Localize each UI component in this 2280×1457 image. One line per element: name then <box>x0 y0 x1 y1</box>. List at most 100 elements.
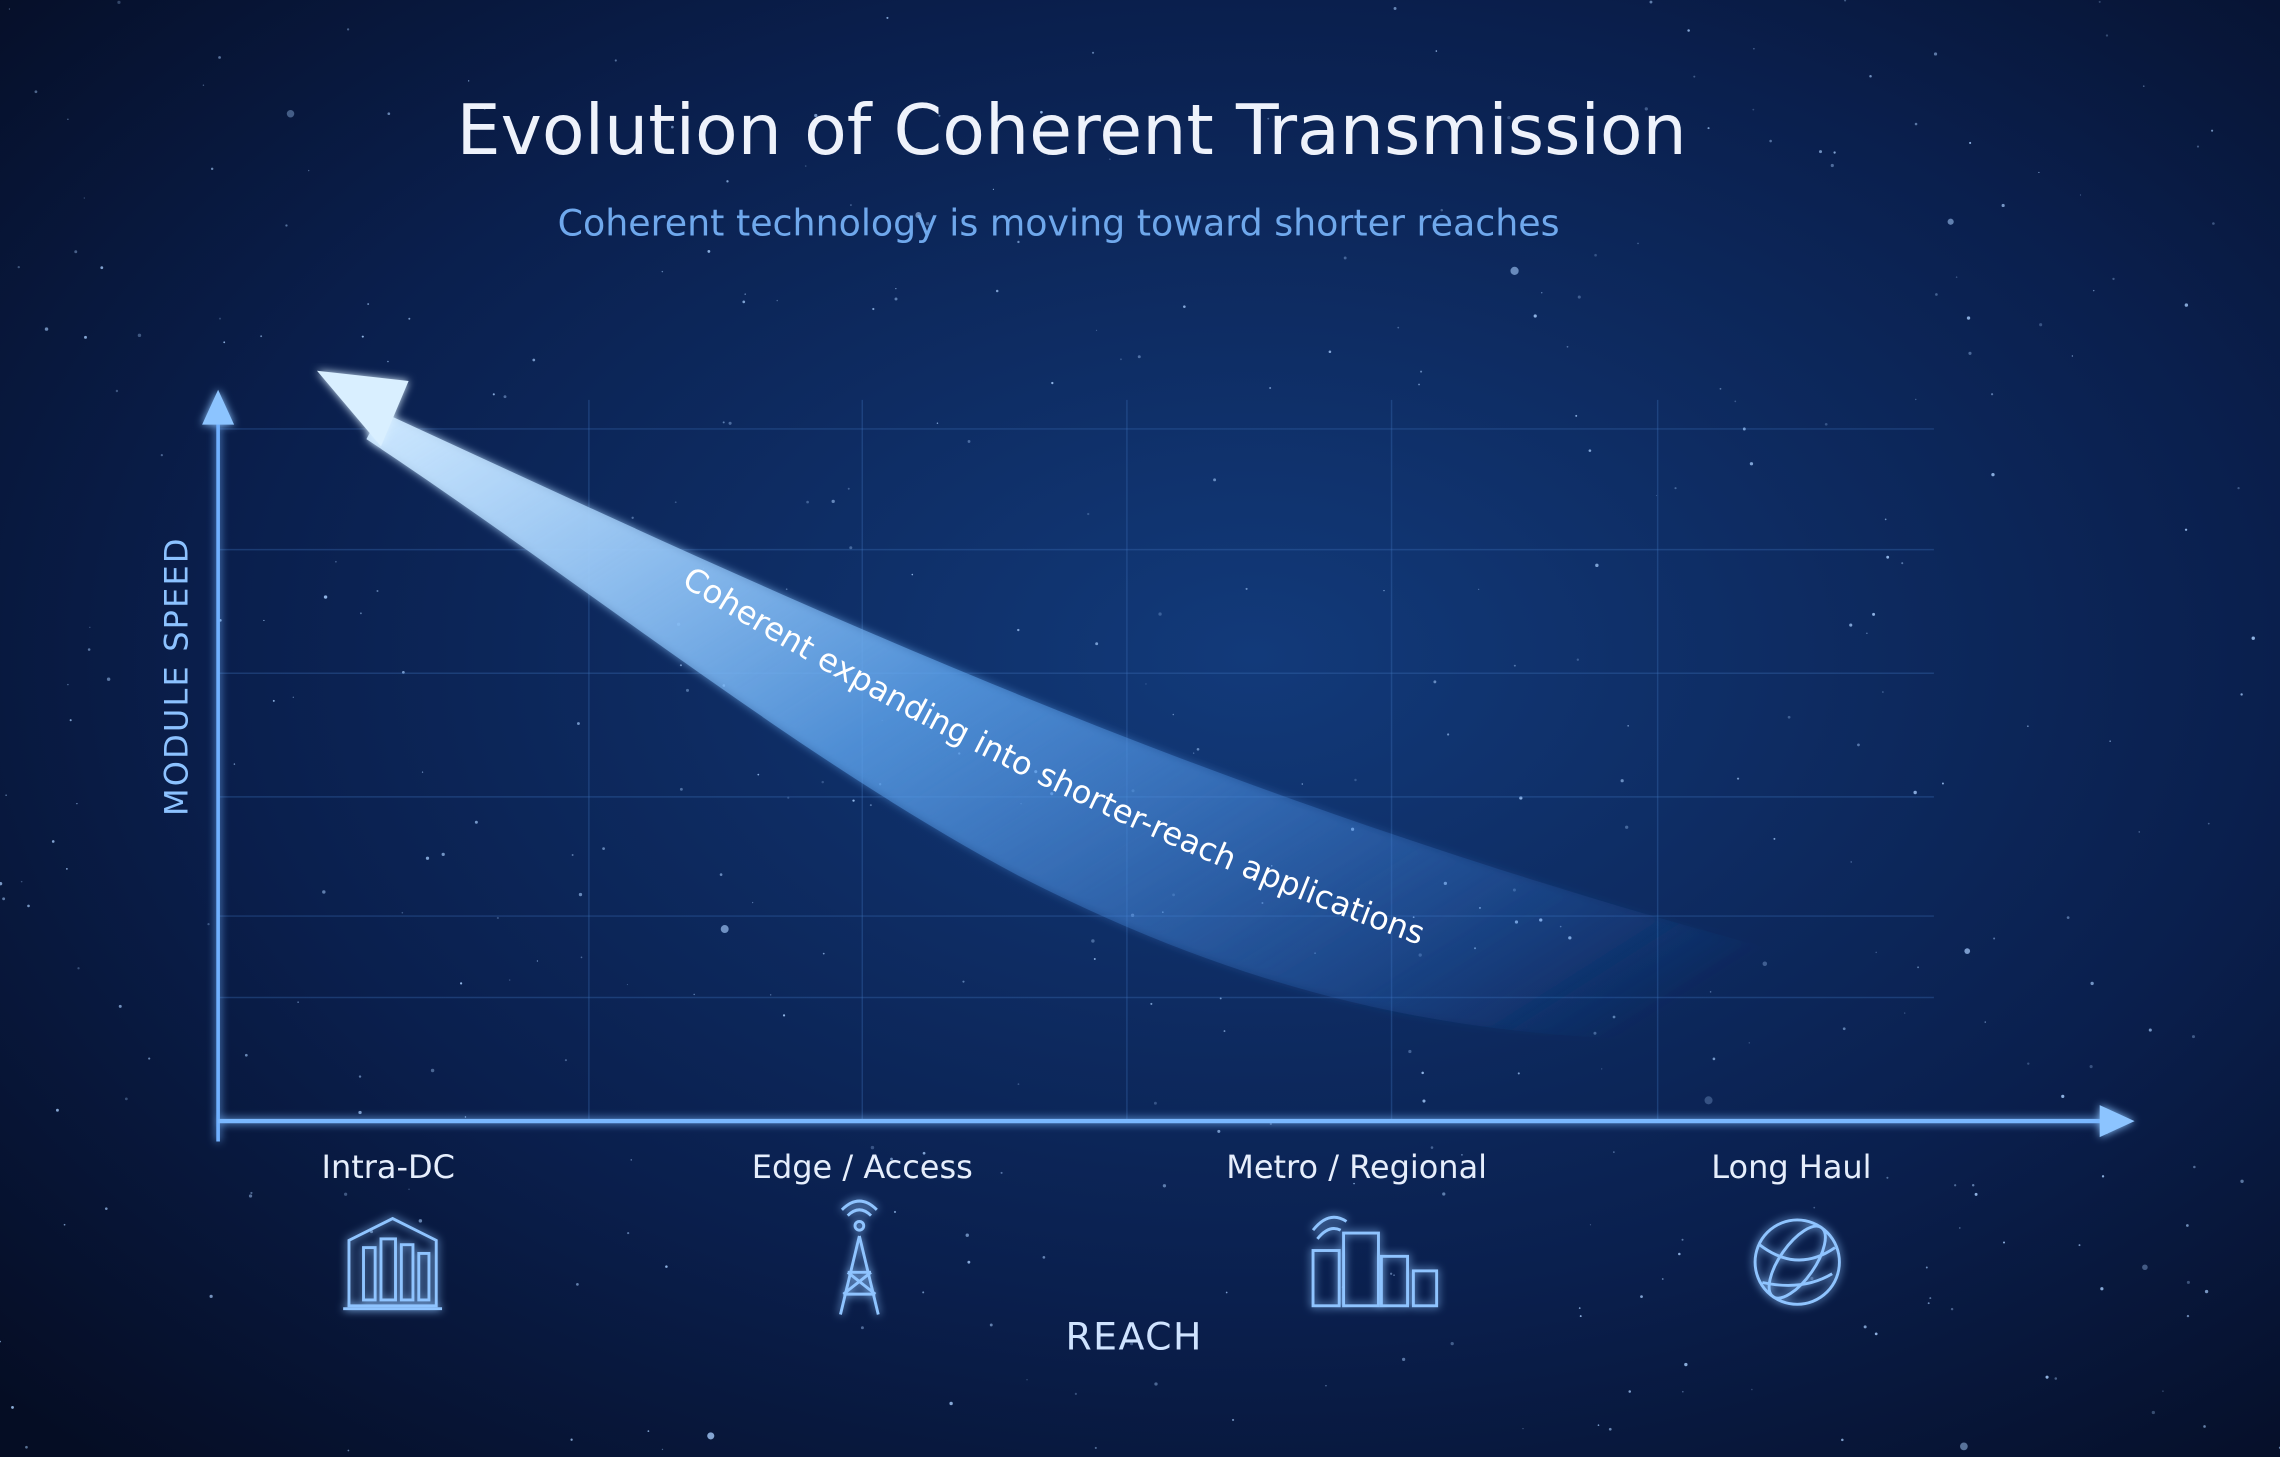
star <box>893 1210 897 1214</box>
star <box>2186 1280 2190 1284</box>
star <box>1966 316 1971 320</box>
star <box>751 901 754 904</box>
star <box>1594 253 1597 257</box>
star <box>1507 115 1511 120</box>
star <box>484 108 486 110</box>
star <box>44 327 49 331</box>
star <box>769 994 772 996</box>
star <box>1440 208 1443 212</box>
star <box>1442 1192 1446 1196</box>
star <box>1644 107 1648 111</box>
star <box>1901 562 1904 565</box>
star <box>1129 1342 1134 1346</box>
star <box>679 664 682 667</box>
star <box>430 1068 435 1073</box>
star <box>1196 747 1200 751</box>
star <box>614 59 617 62</box>
star <box>244 1053 248 1057</box>
star <box>969 116 974 120</box>
star <box>2092 289 2095 292</box>
star <box>1094 1446 1097 1450</box>
star <box>1787 715 1791 719</box>
star <box>1267 117 1270 120</box>
star <box>1625 825 1629 829</box>
star <box>1748 1042 1750 1044</box>
star <box>726 180 729 183</box>
star <box>117 0 121 4</box>
star <box>323 595 328 599</box>
star <box>742 300 746 304</box>
star <box>571 854 574 856</box>
star <box>218 56 221 59</box>
star <box>1517 1072 1520 1075</box>
star <box>286 109 295 118</box>
star <box>962 980 965 983</box>
star <box>1947 218 1954 225</box>
star <box>647 1430 650 1432</box>
star <box>1971 1183 1975 1187</box>
star <box>911 573 914 576</box>
star <box>308 169 310 172</box>
star <box>744 293 746 295</box>
star <box>1608 1427 1612 1431</box>
star <box>34 90 38 94</box>
star <box>1810 1277 1814 1281</box>
star <box>1950 1307 1954 1311</box>
star <box>1578 1307 1581 1309</box>
star <box>51 840 55 843</box>
star <box>1420 370 1423 373</box>
star <box>508 979 511 981</box>
star <box>292 696 294 698</box>
star <box>250 1191 253 1195</box>
star <box>2207 822 2210 825</box>
category-label: Intra-DC <box>322 1148 455 1186</box>
star <box>1597 1424 1600 1426</box>
star <box>207 922 210 926</box>
star <box>1595 563 1599 568</box>
star <box>334 560 337 563</box>
star <box>361 335 364 338</box>
star <box>1095 642 1099 646</box>
star <box>1153 1101 1157 1105</box>
category-label: Metro / Regional <box>1226 1148 1487 1186</box>
star <box>1734 400 1737 403</box>
star <box>1575 414 1578 417</box>
star <box>2089 1065 2093 1069</box>
star <box>1280 1174 1284 1178</box>
star <box>210 167 214 171</box>
star <box>719 873 723 876</box>
star <box>2112 277 2115 281</box>
star <box>989 1323 993 1327</box>
star <box>776 299 778 302</box>
star <box>1510 266 1519 276</box>
star <box>886 16 889 19</box>
star <box>1974 1192 1978 1196</box>
star <box>2211 129 2214 132</box>
star <box>1154 1382 1158 1386</box>
star <box>852 799 855 802</box>
star <box>627 1231 630 1235</box>
star <box>160 454 163 457</box>
star <box>115 389 119 393</box>
star <box>2142 1264 2148 1271</box>
star <box>1393 1274 1395 1276</box>
star <box>1882 691 1884 693</box>
star <box>358 1075 362 1078</box>
star <box>2109 740 2111 742</box>
star <box>936 422 939 425</box>
star <box>1433 680 1437 684</box>
star <box>1137 355 1141 359</box>
star <box>925 222 930 226</box>
star <box>995 289 999 293</box>
star <box>2100 1287 2104 1291</box>
star <box>949 1401 953 1406</box>
star <box>1941 782 1944 785</box>
star <box>285 224 288 227</box>
star <box>425 856 430 860</box>
star <box>1655 494 1658 497</box>
star <box>1397 326 1400 329</box>
star <box>570 1438 573 1441</box>
star <box>1620 779 1624 783</box>
star <box>890 1157 893 1161</box>
star <box>474 820 478 824</box>
